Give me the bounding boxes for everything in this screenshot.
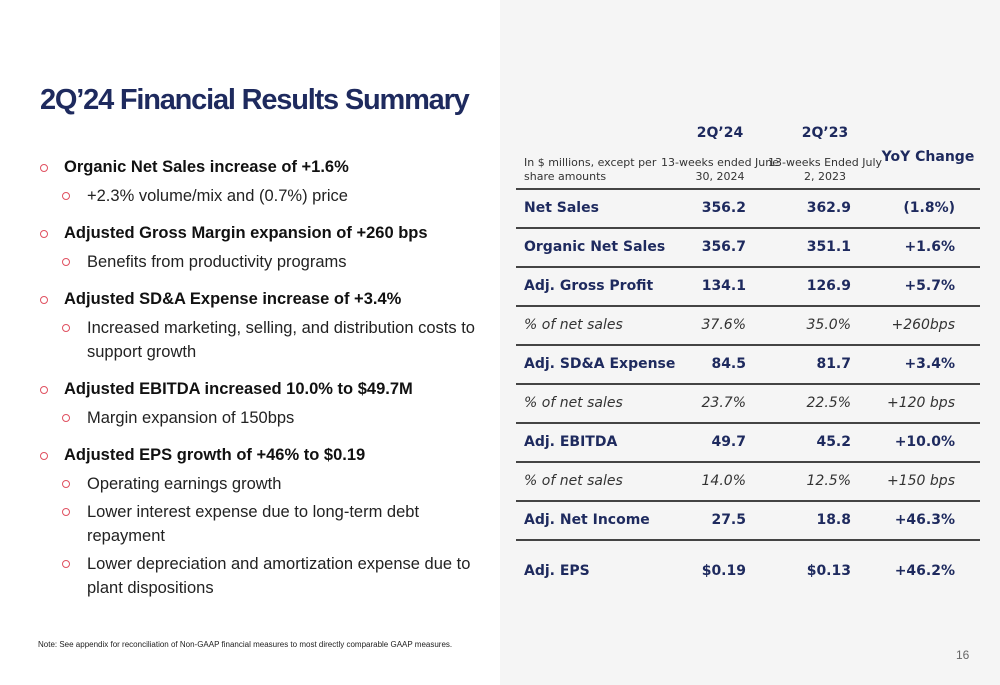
cell-v1: $0.19 [701,563,746,579]
cell-label: Adj. SD&A Expense [524,356,676,372]
table-row: Adj. SD&A Expense 84.5 81.7 +3.4% [516,346,980,385]
cell-label: Adj. EPS [524,563,590,579]
sub-bullet: Benefits from productivity programs [40,250,490,274]
financial-table: In $ millions, except per share amounts … [516,120,980,603]
bullet: Adjusted EBITDA increased 10.0% to $49.7… [40,378,490,400]
sub-bullet: Lower interest expense due to long-term … [40,500,490,548]
bullet-circle-icon [40,230,48,238]
sub-bullet-text: Operating earnings growth [87,475,282,493]
sub-bullet: Margin expansion of 150bps [40,406,490,430]
sub-bullet-text: Benefits from productivity programs [87,253,347,271]
bullet-text: Organic Net Sales increase of +1.6% [64,158,349,176]
bullet-circle-icon [40,164,48,172]
cell-label: Adj. Net Income [524,512,650,528]
table-row: % of net sales 37.6% 35.0% +260bps [516,307,980,346]
table-row: Adj. EPS $0.19 $0.13 +46.2% [516,541,980,603]
bullet-list: Organic Net Sales increase of +1.6% +2.3%… [40,156,490,604]
cell-chg: +10.0% [894,434,955,450]
bullet-circle-icon [40,296,48,304]
bullet: Adjusted SD&A Expense increase of +3.4% [40,288,490,310]
cell-chg: +46.2% [894,563,955,579]
cell-v2: 22.5% [806,395,851,411]
cell-label: Organic Net Sales [524,239,666,255]
bullet-circle-icon [62,324,70,332]
table-row: % of net sales 14.0% 12.5% +150 bps [516,463,980,502]
cell-v1: 84.5 [711,356,746,372]
cell-label: % of net sales [524,395,623,411]
sub-bullet: Lower depreciation and amortization expe… [40,552,490,600]
bullet-circle-icon [62,414,70,422]
col-2q23-sub: 13-weeks Ended July 2, 2023 [767,156,883,183]
cell-v1: 27.5 [711,512,746,528]
table-row: Net Sales 356.2 362.9 (1.8%) [516,190,980,229]
bullet-circle-icon [62,258,70,266]
bullet-circle-icon [40,452,48,460]
bullet-text: Adjusted SD&A Expense increase of +3.4% [64,290,402,308]
cell-label: % of net sales [524,473,623,489]
bullet: Adjusted EPS growth of +46% to $0.19 [40,444,490,466]
sub-bullet: +2.3% volume/mix and (0.7%) price [40,184,490,208]
page-number: 16 [956,648,970,662]
cell-v2: 35.0% [806,317,851,333]
bullet: Organic Net Sales increase of +1.6% [40,156,490,178]
bullet-text: Adjusted EPS growth of +46% to $0.19 [64,446,366,464]
cell-v2: 81.7 [816,356,851,372]
bullet-text: Adjusted EBITDA increased 10.0% to $49.7… [64,380,413,398]
cell-chg: +5.7% [904,278,955,294]
page-title: 2Q’24 Financial Results Summary [40,84,470,116]
table-row: Adj. Net Income 27.5 18.8 +46.3% [516,502,980,541]
bullet-circle-icon [62,508,70,516]
sub-bullet-text: Lower depreciation and amortization expe… [87,555,471,597]
cell-v1: 14.0% [701,473,746,489]
cell-chg: +1.6% [904,239,955,255]
bullet-text: Adjusted Gross Margin expansion of +260 … [64,224,428,242]
sub-bullet-text: Increased marketing, selling, and distri… [87,319,475,361]
bullet-circle-icon [40,386,48,394]
cell-v2: 126.9 [806,278,851,294]
col-2q24: 2Q’24 [696,125,744,141]
sub-bullet: Operating earnings growth [40,472,490,496]
cell-v1: 356.7 [701,239,746,255]
cell-label: Adj. EBITDA [524,434,618,450]
cell-v2: 362.9 [806,200,851,216]
table-row: Adj. Gross Profit 134.1 126.9 +5.7% [516,268,980,307]
cell-label: % of net sales [524,317,623,333]
cell-chg: +46.3% [894,512,955,528]
cell-v2: $0.13 [806,563,851,579]
sub-bullet-text: +2.3% volume/mix and (0.7%) price [87,187,348,205]
cell-v1: 134.1 [701,278,746,294]
cell-v2: 351.1 [806,239,851,255]
units-label: In $ millions, except per share amounts [524,156,657,183]
table-row: % of net sales 23.7% 22.5% +120 bps [516,385,980,424]
sub-bullet: Increased marketing, selling, and distri… [40,316,490,364]
table-panel [500,0,1000,685]
cell-v1: 356.2 [701,200,746,216]
cell-v1: 49.7 [711,434,746,450]
col-yoy: YoY Change [881,149,975,165]
table-row: Adj. EBITDA 49.7 45.2 +10.0% [516,424,980,463]
cell-v2: 18.8 [816,512,851,528]
cell-label: Net Sales [524,200,599,216]
cell-v2: 12.5% [806,473,851,489]
bullet: Adjusted Gross Margin expansion of +260 … [40,222,490,244]
bullet-circle-icon [62,560,70,568]
sub-bullet-text: Margin expansion of 150bps [87,409,295,427]
cell-chg: (1.8%) [903,200,955,216]
cell-label: Adj. Gross Profit [524,278,654,294]
cell-v1: 23.7% [701,395,746,411]
col-2q24-sub: 13-weeks ended June 30, 2024 [660,156,780,183]
cell-chg: +150 bps [887,473,955,489]
sub-bullet-text: Lower interest expense due to long-term … [87,503,420,545]
cell-v1: 37.6% [701,317,746,333]
col-2q23: 2Q’23 [801,125,849,141]
cell-chg: +120 bps [887,395,955,411]
bullet-circle-icon [62,192,70,200]
table-row: Organic Net Sales 356.7 351.1 +1.6% [516,229,980,268]
cell-chg: +3.4% [904,356,955,372]
table-header: In $ millions, except per share amounts … [516,120,980,190]
cell-v2: 45.2 [816,434,851,450]
bullet-circle-icon [62,480,70,488]
footnote: Note: See appendix for reconciliation of… [38,640,453,649]
cell-chg: +260bps [891,317,955,333]
